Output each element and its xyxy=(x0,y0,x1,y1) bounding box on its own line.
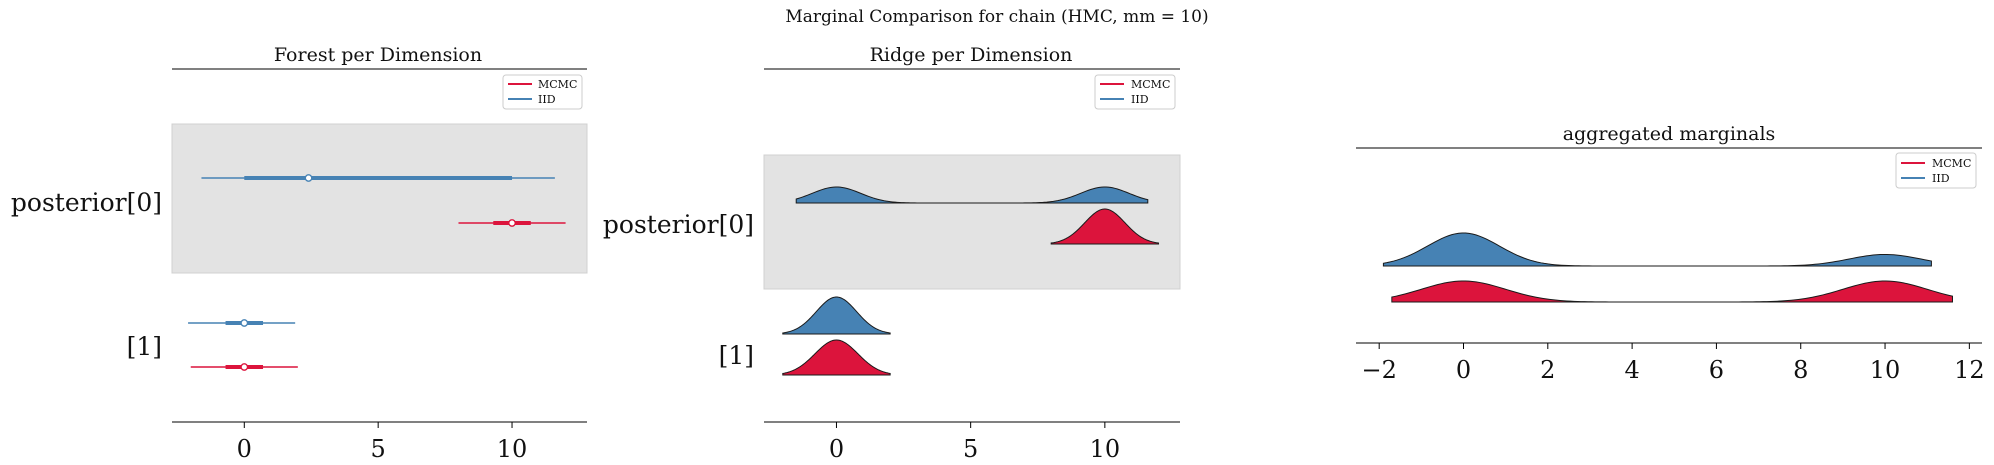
aggregated-legend-box xyxy=(1895,152,1977,189)
ridge-tick-label: 0 xyxy=(829,435,844,463)
aggregated-iid-density xyxy=(1382,232,1932,267)
aggregated-tick-label: 10 xyxy=(1870,356,1901,384)
forest-x-ticks: 0 5 10 xyxy=(237,422,528,463)
aggregated-tick-label: 6 xyxy=(1709,356,1724,384)
aggregated-panel: aggregated marginals −2 0 2 4 6 8 10 12 MCMC II… xyxy=(1356,123,1985,384)
forest-row-label-0: posterior[0] xyxy=(11,188,162,217)
forest-band-posterior0 xyxy=(171,123,588,274)
aggregated-mcmc-density xyxy=(1391,280,1953,303)
forest-legend: MCMC IID xyxy=(502,74,583,110)
aggregated-tick-label: 2 xyxy=(1540,356,1555,384)
forest-panel: Forest per Dimension posterior[0] [1] 0 5… xyxy=(11,44,588,463)
ridge-panel: Ridge per Dimension posterior[0] [1] 0 5 1… xyxy=(603,44,1181,463)
ridge-legend: MCMC IID xyxy=(1094,74,1176,110)
forest-tick-label: 0 xyxy=(237,435,252,463)
forest-iid-row0-median-point xyxy=(304,174,313,182)
forest-tick-label: 5 xyxy=(371,435,386,463)
forest-legend-mcmc-label: MCMC xyxy=(538,78,577,91)
forest-iid-row1-median-point xyxy=(240,319,249,327)
ridge-marks xyxy=(782,186,1160,376)
aggregated-tick-label: 4 xyxy=(1624,356,1639,384)
aggregated-marks xyxy=(1382,232,1953,303)
forest-tick-label: 10 xyxy=(497,435,528,463)
forest-mcmc-row0-median-point xyxy=(508,219,516,227)
forest-legend-iid-label: IID xyxy=(538,93,556,106)
ridge-x-ticks: 0 5 10 xyxy=(829,422,1120,463)
aggregated-tick-label: 8 xyxy=(1793,356,1808,384)
forest-marks xyxy=(188,174,566,371)
ridge-legend-iid-label: IID xyxy=(1131,93,1149,106)
ridge-row-label-0: posterior[0] xyxy=(603,210,754,239)
forest-title: Forest per Dimension xyxy=(274,44,482,66)
ridge-title: Ridge per Dimension xyxy=(870,44,1073,66)
aggregated-tick-label: −2 xyxy=(1361,356,1396,384)
ridge-mcmc-row0-density xyxy=(1050,208,1160,245)
aggregated-tick-label: 0 xyxy=(1456,356,1471,384)
figure-suptitle: Marginal Comparison for chain (HMC, mm =… xyxy=(785,7,1208,27)
aggregated-tick-label: 12 xyxy=(1954,356,1985,384)
ridge-row-label-1: [1] xyxy=(719,341,754,370)
aggregated-title: aggregated marginals xyxy=(1563,123,1776,145)
ridge-iid-row0-density xyxy=(795,186,1149,204)
aggregated-legend: MCMC IID xyxy=(1895,152,1977,189)
ridge-tick-label: 5 xyxy=(963,435,978,463)
ridge-iid-row1-density xyxy=(782,296,891,335)
ridge-mcmc-row1-density xyxy=(782,339,891,376)
aggregated-x-ticks: −2 0 2 4 6 8 10 12 xyxy=(1361,343,1985,384)
forest-row-label-1: [1] xyxy=(127,332,162,361)
forest-mcmc-row1-median-point xyxy=(240,363,249,371)
aggregated-legend-iid-label: IID xyxy=(1932,172,1950,185)
ridge-legend-mcmc-label: MCMC xyxy=(1131,78,1170,91)
aggregated-legend-mcmc-label: MCMC xyxy=(1932,157,1971,170)
ridge-tick-label: 10 xyxy=(1090,435,1121,463)
